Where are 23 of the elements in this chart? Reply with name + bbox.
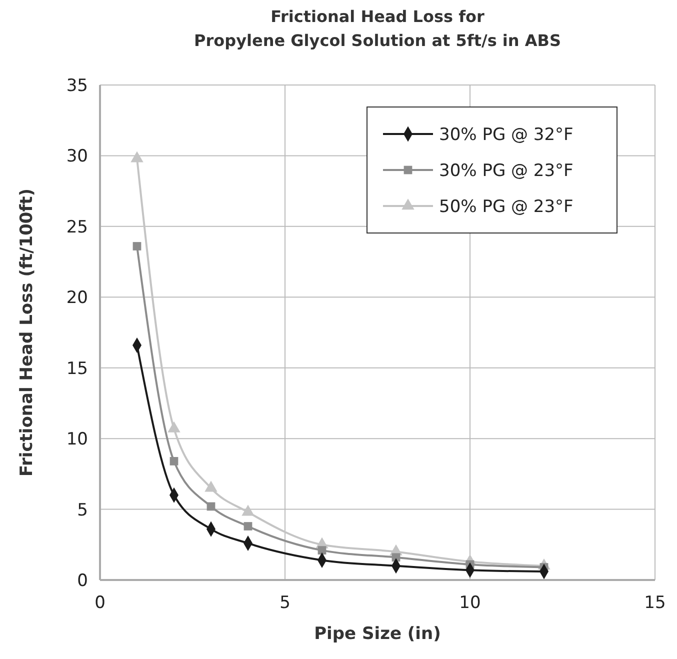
legend-label: 30% PG @ 23°F: [439, 161, 574, 181]
y-tick-label: 5: [77, 500, 88, 520]
y-axis-title: Frictional Head Loss (ft/100ft): [17, 188, 37, 477]
point: [170, 457, 178, 466]
y-tick-label: 25: [66, 217, 88, 238]
x-tick-label: 5: [280, 593, 290, 613]
x-tick-label: 0: [94, 593, 106, 613]
chart-title: Frictional Head Loss for Propylene Glycol Solution at 5ft/s in ABS: [194, 7, 561, 50]
y-tick-label: 15: [66, 358, 88, 379]
x-tick-label: 10: [459, 593, 481, 613]
point: [318, 546, 326, 554]
point: [132, 242, 142, 250]
y-tick-label: 0: [77, 571, 88, 591]
point: [244, 522, 252, 530]
legend-label: 50% PG @ 23°F: [439, 197, 574, 217]
x-axis-title: Pipe Size (in): [314, 624, 441, 644]
y-tick-label: 10: [66, 430, 88, 450]
legend-label: 30% PG @ 32°F: [439, 125, 574, 145]
x-tick-label: 15: [644, 593, 666, 613]
point: [206, 502, 216, 511]
y-tick-label: 35: [66, 76, 88, 96]
y-tick-label: 30: [66, 146, 88, 167]
y-tick-label: 20: [66, 288, 88, 308]
